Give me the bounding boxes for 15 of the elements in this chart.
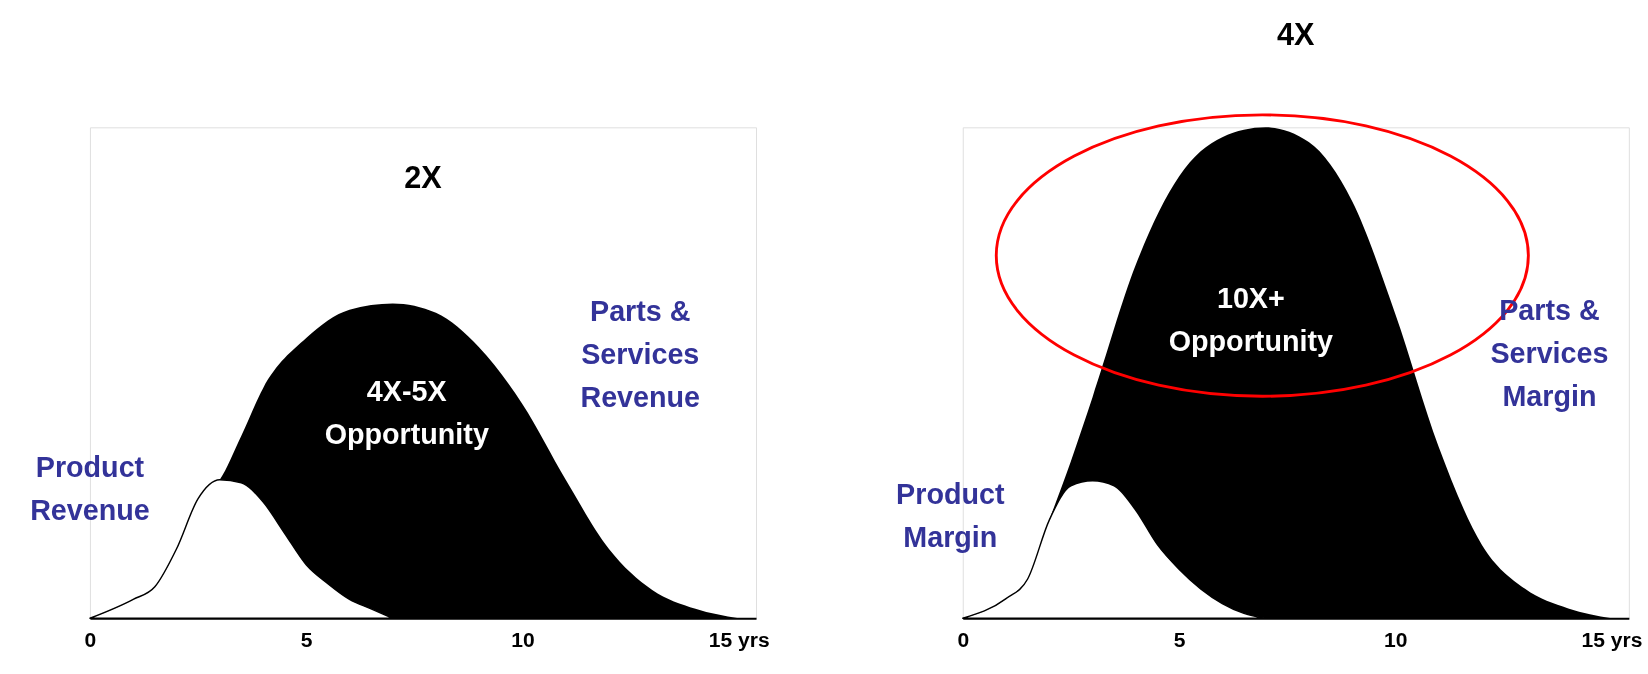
series-label: Parts & Services Revenue <box>580 294 701 413</box>
x-tick-label: 5 <box>1173 627 1186 651</box>
x-tick-label: 5 <box>300 627 313 651</box>
x-tick-label: 10 <box>1384 627 1408 651</box>
chart-title: 4X <box>1277 17 1316 52</box>
x-tick-label: 0 <box>957 627 970 651</box>
x-tick-label: 10 <box>511 627 535 651</box>
chart-title: 2X <box>404 159 443 194</box>
series-label: Product Revenue <box>30 450 150 526</box>
series-label: Product Margin <box>896 478 1005 554</box>
x-tick-label: 0 <box>84 627 97 651</box>
x-tick-label: 15 yrs <box>708 627 770 651</box>
x-tick-label: 15 yrs <box>1581 627 1643 651</box>
annotation: 4X-5X Opportunity <box>324 375 489 451</box>
annotation: 10X+ Opportunity <box>1168 282 1333 358</box>
